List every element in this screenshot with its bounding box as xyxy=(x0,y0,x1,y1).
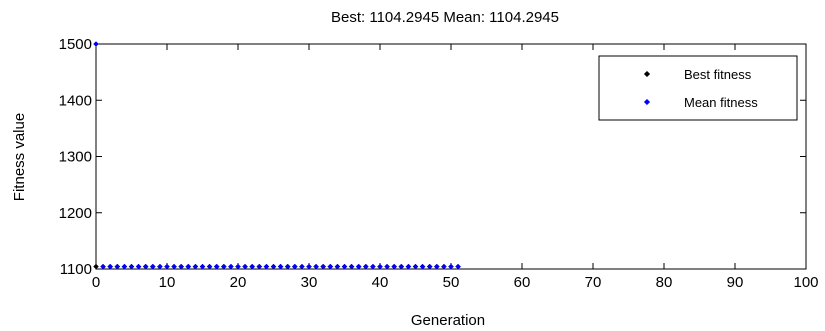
mean-fitness-point xyxy=(448,263,454,270)
x-tick-label: 0 xyxy=(92,274,100,291)
mean-fitness-point xyxy=(377,263,383,270)
mean-fitness-point xyxy=(327,263,334,270)
mean-fitness-point xyxy=(277,263,284,270)
x-tick-label: 80 xyxy=(656,274,673,291)
best-fitness-point xyxy=(93,263,99,270)
mean-fitness-point xyxy=(149,263,156,270)
mean-fitness-point xyxy=(142,263,149,270)
mean-fitness-point xyxy=(220,263,227,270)
mean-fitness-point xyxy=(213,263,220,270)
legend-label: Mean fitness xyxy=(684,95,758,110)
legend-marker-best-fitness xyxy=(643,70,651,78)
x-tick-label: 100 xyxy=(793,274,818,291)
mean-fitness-point xyxy=(235,263,241,270)
mean-fitness-point xyxy=(249,263,256,270)
y-tick-label: 1400 xyxy=(59,92,92,109)
x-tick-label: 20 xyxy=(230,274,247,291)
mean-fitness-point xyxy=(192,263,199,270)
mean-fitness-point xyxy=(384,263,390,270)
mean-fitness-point xyxy=(334,263,341,270)
mean-fitness-point xyxy=(341,263,348,270)
data-points xyxy=(93,41,461,270)
x-axis: 0 10 20 30 40 50 60 70 80 90 100 xyxy=(92,44,819,291)
mean-fitness-point xyxy=(206,263,213,270)
mean-fitness-point xyxy=(100,263,106,270)
mean-fitness-point xyxy=(426,263,433,270)
mean-fitness-point xyxy=(256,263,263,270)
mean-fitness-point xyxy=(284,263,291,270)
y-axis-label: Fitness value xyxy=(11,113,28,201)
mean-fitness-point xyxy=(228,263,234,270)
chart-title: Best: 1104.2945 Mean: 1104.2945 xyxy=(331,9,559,26)
mean-fitness-point xyxy=(128,263,135,270)
x-tick-label: 90 xyxy=(727,274,744,291)
legend-label: Best fitness xyxy=(684,67,752,82)
mean-fitness-point xyxy=(157,263,163,270)
mean-fitness-point xyxy=(320,263,327,270)
x-tick-label: 70 xyxy=(585,274,602,291)
mean-fitness-point xyxy=(270,263,277,270)
mean-fitness-point xyxy=(306,263,312,270)
mean-fitness-point xyxy=(405,263,412,270)
mean-fitness-point xyxy=(348,263,355,270)
x-tick-label: 60 xyxy=(514,274,531,291)
mean-fitness-point xyxy=(299,263,305,270)
mean-fitness-point xyxy=(391,263,398,270)
mean-fitness-point xyxy=(107,263,114,270)
mean-fitness-point xyxy=(455,263,461,270)
mean-fitness-point xyxy=(419,263,426,270)
y-tick-label: 1200 xyxy=(59,205,92,222)
mean-fitness-point xyxy=(291,263,298,270)
mean-fitness-point xyxy=(93,41,99,47)
legend: Best fitness Mean fitness xyxy=(598,55,798,121)
x-axis-label: Generation xyxy=(411,312,485,329)
y-tick-label: 1100 xyxy=(60,261,92,278)
mean-fitness-point xyxy=(370,263,376,270)
x-tick-label: 40 xyxy=(372,274,389,291)
mean-fitness-point xyxy=(242,263,248,270)
mean-fitness-point xyxy=(362,263,369,270)
y-tick-label: 1500 xyxy=(59,36,92,53)
mean-fitness-point xyxy=(171,263,177,270)
y-axis: 1100 1200 1300 1400 1500 xyxy=(59,36,806,278)
x-tick-label: 50 xyxy=(443,274,460,291)
mean-fitness-point xyxy=(121,263,128,270)
mean-fitness-point xyxy=(114,263,121,270)
legend-box xyxy=(598,55,798,121)
mean-fitness-point xyxy=(441,263,447,270)
x-tick-label: 10 xyxy=(159,274,176,291)
mean-fitness-point xyxy=(398,263,405,270)
y-tick-label: 1300 xyxy=(59,149,92,166)
legend-marker-mean-fitness xyxy=(643,98,651,106)
mean-fitness-point xyxy=(185,263,192,270)
mean-fitness-point xyxy=(412,263,419,270)
x-tick-label: 30 xyxy=(301,274,318,291)
mean-fitness-point xyxy=(178,263,185,270)
mean-fitness-point xyxy=(199,263,206,270)
mean-fitness-point xyxy=(433,263,440,270)
mean-fitness-point xyxy=(135,263,142,270)
mean-fitness-point xyxy=(263,263,270,270)
mean-fitness-point xyxy=(313,263,319,270)
mean-fitness-point xyxy=(355,263,362,270)
mean-fitness-point xyxy=(164,263,170,270)
